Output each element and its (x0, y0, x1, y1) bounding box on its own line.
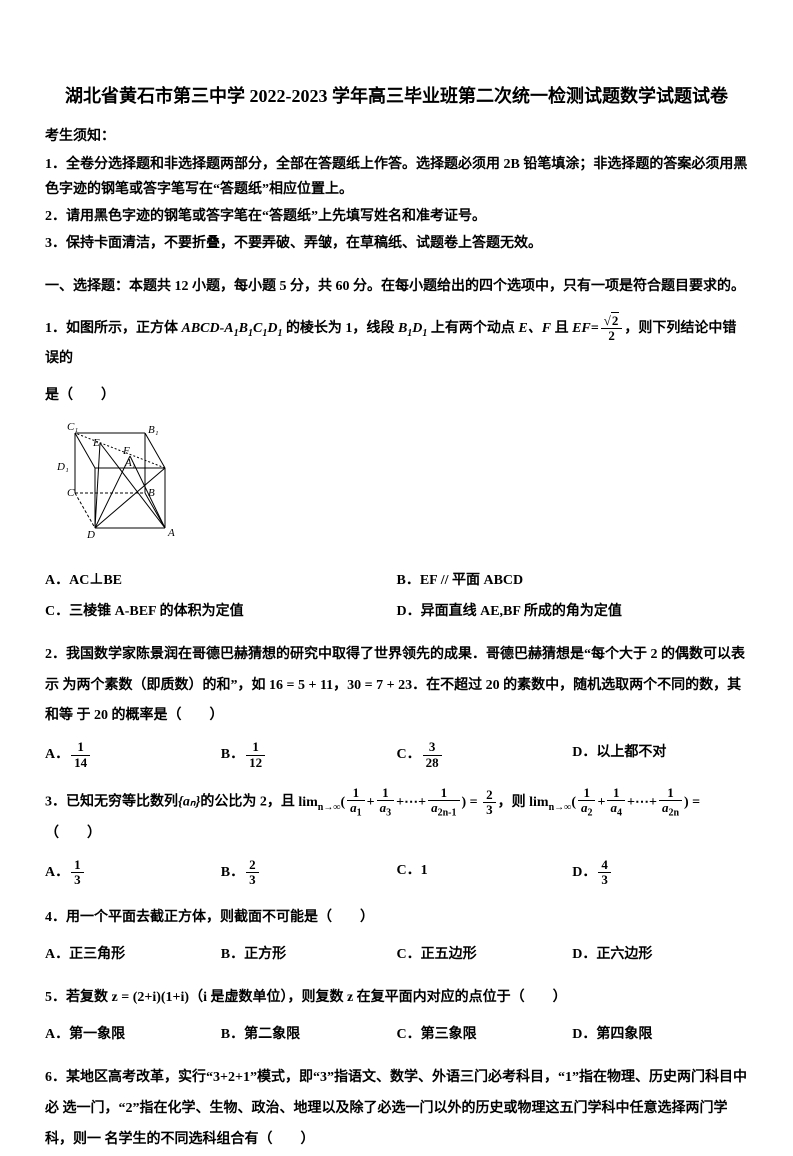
section-1-header: 一、选择题：本题共 12 小题，每小题 5 分，共 60 分。在每小题给出的四个… (45, 274, 748, 299)
q1-mid1: 的棱长为 1，线段 (282, 321, 398, 336)
q3-before: 3．已知无穷等比数列 (45, 795, 178, 810)
q4-optD: D．正六边形 (572, 942, 748, 967)
q3-optC: C．1 (397, 858, 573, 888)
q2-optC: C．328 (397, 740, 573, 770)
q3-optD: D．43 (572, 858, 748, 888)
q1-optB: B．EF // 平面 ABCD (397, 568, 749, 593)
svg-text:D: D (86, 529, 95, 541)
q2-optB: B．112 (221, 740, 397, 770)
q3-seq: {aₙ} (178, 795, 200, 810)
instructions-header: 考生须知： (45, 124, 748, 149)
question-4: 4．用一个平面去截正方体，则截面不可能是（ ） (45, 903, 748, 934)
instructions-block: 考生须知： 1．全卷分选择题和非选择题两部分，全部在答题纸上作答。选择题必须用 … (45, 124, 748, 256)
q5-optB: B．第二象限 (221, 1022, 397, 1047)
q2-optD: D．以上都不对 (572, 740, 748, 770)
question-3: 3．已知无穷等比数列{aₙ}的公比为 2，且 limn→∞(1a1+1a3+⋯+… (45, 786, 748, 850)
q1-cube: ABCD-A1B1C1D1 (182, 321, 283, 336)
svg-text:C: C (67, 487, 75, 499)
q1-optA: A．AC⊥BE (45, 568, 397, 593)
q5-optC: C．第三象限 (397, 1022, 573, 1047)
q3-options: A．13 B．23 C．1 D．43 (45, 858, 748, 894)
exam-title: 湖北省黄石市第三中学 2022-2023 学年高三毕业班第二次统一检测试题数学试… (45, 80, 748, 112)
svg-text:E: E (92, 437, 100, 449)
question-2: 2．我国数学家陈景润在哥德巴赫猜想的研究中取得了世界领先的成果．哥德巴赫猜想是“… (45, 640, 748, 732)
svg-text:A₁: A₁ (124, 457, 136, 469)
q1-mid2: 上有两个动点 (427, 321, 518, 336)
q4-optC: C．正五边形 (397, 942, 573, 967)
q3-mid: 的公比为 2，且 (200, 795, 295, 810)
instruction-3: 3．保持卡面清洁，不要折叠，不要弄破、弄皱，在草稿纸、试题卷上答题无效。 (45, 231, 748, 256)
question-6: 6．某地区高考改革，实行“3+2+1”模式，即“3”指语文、数学、外语三门必考科… (45, 1063, 748, 1155)
q1-efeq: EF= (572, 321, 599, 336)
q1-frac: √22 (601, 314, 623, 344)
q5-optD: D．第四象限 (572, 1022, 748, 1047)
q2-text3: 于 20 的概率是（ ） (77, 708, 224, 723)
q3-limit1: limn→∞(1a1+1a3+⋯+1a2n-1) = 23，则 limn→∞(1… (298, 795, 700, 810)
q3-optA: A．13 (45, 858, 221, 888)
q1-bd: B1D1 (398, 321, 427, 336)
q1-end: 是（ ） (45, 383, 748, 408)
svg-text:B: B (148, 487, 155, 499)
svg-text:B₁: B₁ (148, 424, 159, 436)
svg-text:F: F (122, 445, 130, 457)
q5-optA: A．第一象限 (45, 1022, 221, 1047)
q1-text-before: 1．如图所示，正方体 (45, 321, 182, 336)
q1-ef: E、F (518, 321, 551, 336)
q5-options: A．第一象限 B．第二象限 C．第三象限 D．第四象限 (45, 1022, 748, 1053)
question-5: 5．若复数 z = (2+i)(1+i)（i 是虚数单位），则复数 z 在复平面… (45, 983, 748, 1014)
q1-mid3: 且 (551, 321, 572, 336)
q1-optC: C．三棱锥 A-BEF 的体积为定值 (45, 599, 397, 624)
q2-options: A．114 B．112 C．328 D．以上都不对 (45, 740, 748, 776)
q4-optA: A．正三角形 (45, 942, 221, 967)
question-1: 1．如图所示，正方体 ABCD-A1B1C1D1 的棱长为 1，线段 B1D1 … (45, 314, 748, 376)
cube-diagram: C₁ B₁ D₁ A₁ E F C B D A (45, 418, 748, 557)
svg-text:A: A (167, 527, 175, 539)
q2-optA: A．114 (45, 740, 221, 770)
q4-options: A．正三角形 B．正方形 C．正五边形 D．正六边形 (45, 942, 748, 973)
q1-options: A．AC⊥BE B．EF // 平面 ABCD C．三棱锥 A-BEF 的体积为… (45, 568, 748, 630)
q3-optB: B．23 (221, 858, 397, 888)
q4-optB: B．正方形 (221, 942, 397, 967)
instruction-2: 2．请用黑色字迹的钢笔或答字笔在“答题纸”上先填写姓名和准考证号。 (45, 204, 748, 229)
q1-optD: D．异面直线 AE,BF 所成的角为定值 (397, 599, 749, 624)
q3-end: （ ） (45, 826, 101, 841)
instruction-1: 1．全卷分选择题和非选择题两部分，全部在答题纸上作答。选择题必须用 2B 铅笔填… (45, 152, 748, 202)
svg-text:C₁: C₁ (67, 421, 78, 433)
q6-text3: 名学生的不同选科组合有（ ） (105, 1132, 315, 1147)
svg-text:D₁: D₁ (56, 461, 69, 473)
